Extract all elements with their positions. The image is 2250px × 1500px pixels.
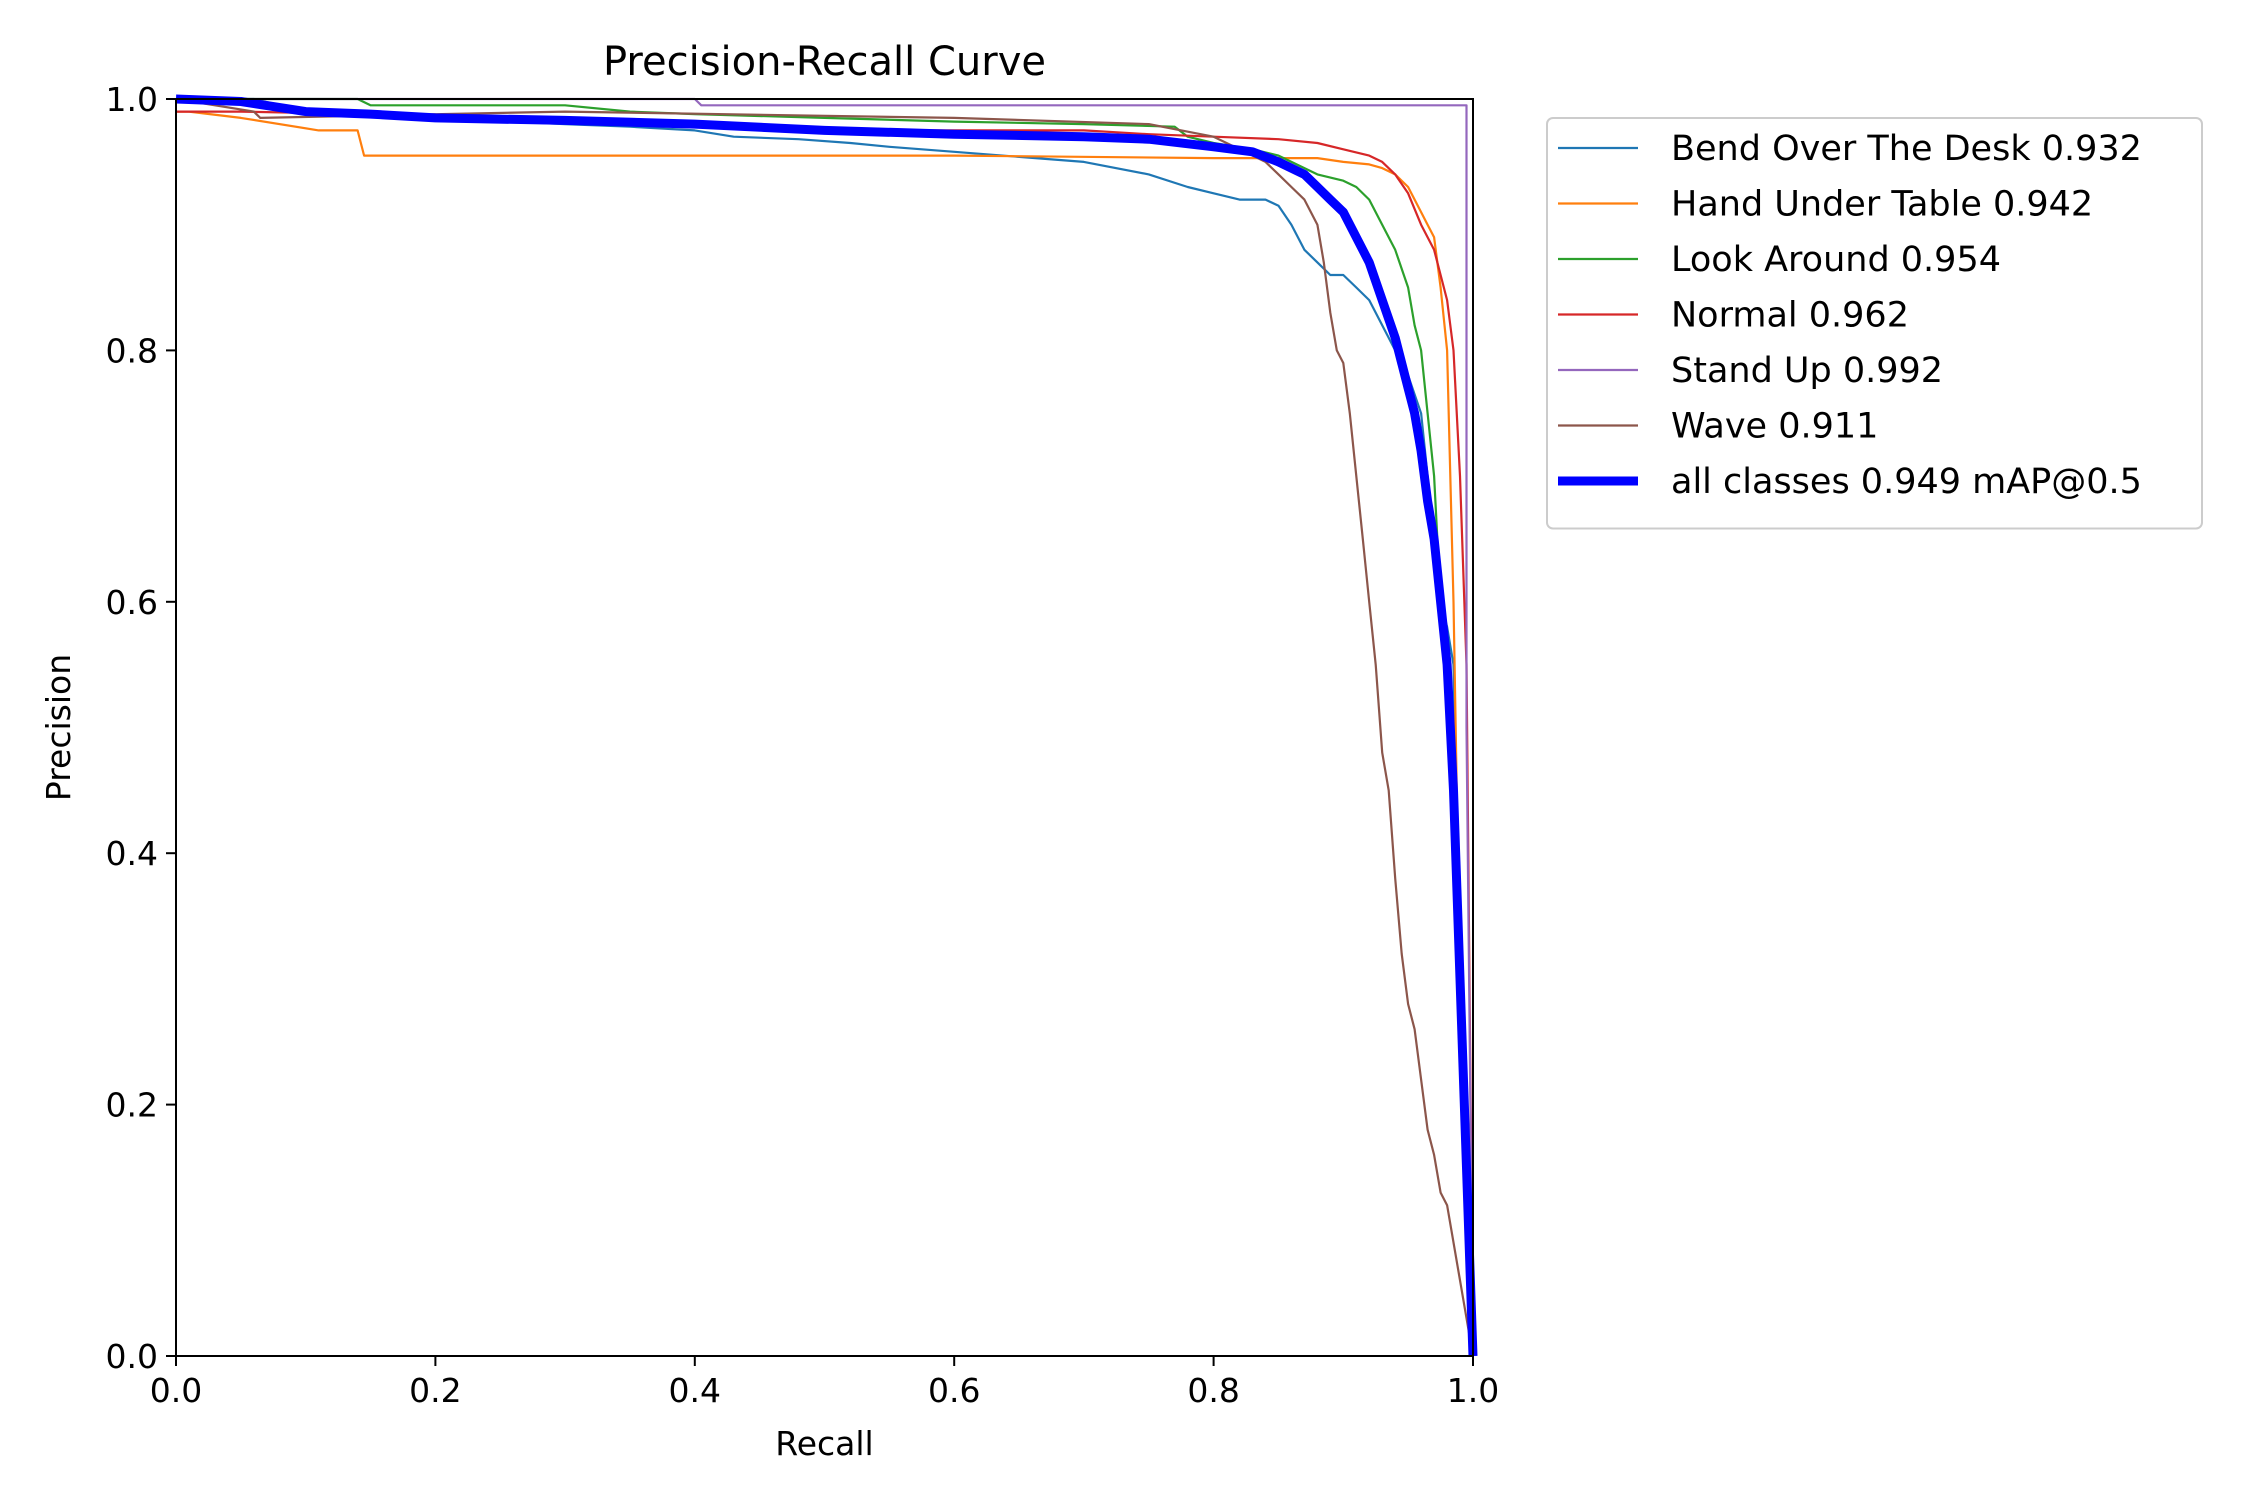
chart-title: Precision-Recall Curve xyxy=(603,39,1046,85)
plot-frame xyxy=(175,98,1474,1357)
y-axis: 0.0 0.2 0.4 0.6 0.8 1.0 xyxy=(106,80,176,1376)
series-line-1 xyxy=(176,110,1475,1357)
y-tick-label: 0.6 xyxy=(106,583,158,622)
series-line-0 xyxy=(176,97,1475,1357)
series-line-6 xyxy=(175,94,1478,1357)
y-axis-title: Precision xyxy=(39,654,78,801)
y-tick-label: 0.4 xyxy=(106,834,158,873)
y-tick-label: 0.2 xyxy=(106,1086,158,1125)
x-tick-label: 1.0 xyxy=(1447,1371,1499,1410)
legend: Bend Over The Desk 0.932 Hand Under Table… xyxy=(1546,117,2203,530)
legend-label-5: Wave 0.911 xyxy=(1671,407,1878,447)
legend-label-6: all classes 0.949 mAP@0.5 xyxy=(1671,462,2142,502)
legend-label-1: Hand Under Table 0.942 xyxy=(1671,185,2093,225)
legend-label-2: Look Around 0.954 xyxy=(1671,240,2001,280)
legend-label-4: Stand Up 0.992 xyxy=(1671,351,1943,391)
plot-area xyxy=(175,94,1478,1357)
y-tick-label: 0.8 xyxy=(106,331,158,370)
x-axis: 0.0 0.2 0.4 0.6 0.8 1.0 xyxy=(150,1356,1499,1410)
y-tick-label: 1.0 xyxy=(106,80,158,119)
legend-label-3: Normal 0.962 xyxy=(1671,296,1909,336)
series-line-3 xyxy=(176,110,1475,1357)
x-tick-label: 0.4 xyxy=(669,1371,721,1410)
series-line-5 xyxy=(175,97,1475,1357)
x-tick-label: 0.8 xyxy=(1187,1371,1239,1410)
series-line-2 xyxy=(176,97,1475,1357)
x-tick-label: 0.2 xyxy=(409,1371,461,1410)
x-tick-label: 0.0 xyxy=(150,1371,202,1410)
legend-label-0: Bend Over The Desk 0.932 xyxy=(1671,129,2142,169)
legend-box xyxy=(1546,117,2203,530)
y-tick-label: 0.0 xyxy=(106,1337,158,1376)
x-tick-label: 0.6 xyxy=(928,1371,980,1410)
series-line-4 xyxy=(176,97,1475,1357)
x-axis-title: Recall xyxy=(775,1424,873,1463)
